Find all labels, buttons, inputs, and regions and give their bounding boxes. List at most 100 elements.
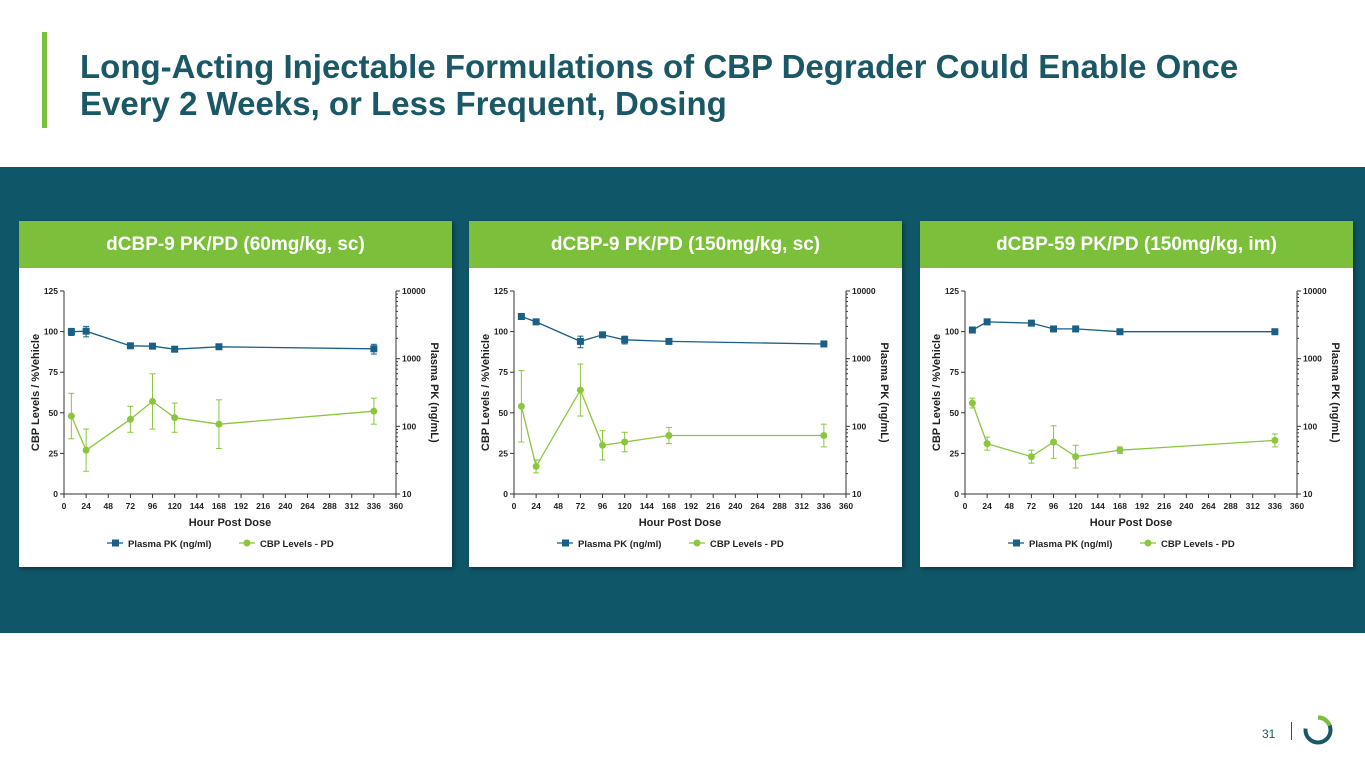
y2-tick-label: 1000	[852, 354, 871, 364]
y-tick-label: 100	[44, 327, 58, 337]
y2-tick-label: 100	[402, 421, 416, 431]
pk-point	[820, 340, 828, 348]
x-tick-label: 96	[1049, 501, 1059, 511]
legend-pd-marker	[243, 539, 251, 547]
x-tick-label: 96	[598, 501, 608, 511]
pd-series	[517, 363, 828, 474]
x-tick-label: 336	[817, 501, 831, 511]
legend-pk-marker	[112, 539, 119, 547]
pd-point	[1116, 446, 1124, 454]
x-tick-label: 192	[1135, 501, 1149, 511]
x-tick-label: 24	[531, 501, 541, 511]
pk-point	[576, 337, 584, 345]
pk-point	[82, 327, 90, 335]
pk-point	[532, 318, 540, 326]
legend-pd-marker	[693, 539, 701, 547]
pd-point	[126, 415, 134, 423]
x-tick-label: 312	[345, 501, 359, 511]
pk-line	[521, 315, 824, 345]
y-tick-label: 125	[494, 286, 508, 296]
chart-panel-1: dCBP-9 PK/PD (60mg/kg, sc) 0 24 48 72 96 120 1…	[19, 221, 452, 567]
x-tick-label: 360	[839, 501, 853, 511]
pd-series	[67, 373, 378, 472]
pk-series	[517, 312, 828, 349]
y-axis-label: CBP Levels / %Vehicle	[931, 334, 943, 451]
pk-point	[968, 326, 976, 334]
x-tick-label: 168	[1113, 501, 1127, 511]
slide-title: Long-Acting Injectable Formulations of C…	[80, 48, 1239, 122]
legend: Plasma PK (ng/ml) CBP Levels - PD	[1008, 539, 1235, 550]
y-tick-label: 25	[499, 448, 509, 458]
pk-point	[599, 331, 607, 339]
pd-point	[1072, 453, 1080, 461]
x-tick-label: 288	[773, 501, 787, 511]
pk-point	[1027, 319, 1035, 327]
pd-point	[67, 412, 75, 420]
y2-tick-label: 10000	[1303, 286, 1327, 296]
legend-pd-label: CBP Levels - PD	[710, 539, 784, 550]
x-tick-label: 144	[1091, 501, 1105, 511]
x-tick-label: 312	[1246, 501, 1260, 511]
chart-panel-2: dCBP-9 PK/PD (150mg/kg, sc) 0 24 48 72 96 120…	[469, 221, 902, 567]
x-tick-label: 144	[640, 501, 654, 511]
pk-point	[1072, 325, 1080, 333]
pd-line	[70, 400, 374, 452]
x-tick-label: 72	[576, 501, 586, 511]
x-tick-label: 48	[1005, 501, 1015, 511]
chart-plot: 0 24 48 72 96 120 144 168 192 216 240 264 288 312 336 3…	[30, 286, 440, 550]
x-tick-label: 312	[795, 501, 809, 511]
y2-tick-label: 100	[1303, 421, 1317, 431]
pd-line	[520, 388, 824, 469]
pd-point	[599, 441, 607, 449]
y-tick-label: 75	[49, 367, 59, 377]
pd-point	[215, 420, 223, 428]
x-tick-label: 0	[963, 501, 968, 511]
x-tick-label: 120	[1069, 501, 1083, 511]
footer-divider	[1291, 722, 1292, 740]
x-tick-label: 0	[512, 501, 517, 511]
y-tick-label: 125	[44, 286, 58, 296]
chart-title: dCBP-9 PK/PD (150mg/kg, sc)	[469, 221, 902, 268]
y2-tick-label: 100	[852, 421, 866, 431]
chart-panel-3: dCBP-59 PK/PD (150mg/kg, im) 0 24 48 72 96 12…	[920, 221, 1353, 567]
chart-axes: 0 24 48 72 96 120 144 168 192 216 240 264 288 312 336 3…	[30, 286, 440, 529]
pk-line	[71, 330, 374, 350]
x-tick-label: 0	[62, 501, 67, 511]
x-tick-label: 216	[256, 501, 270, 511]
x-tick-label: 336	[1268, 501, 1282, 511]
pd-point	[576, 386, 584, 394]
pk-series	[968, 318, 1279, 336]
pd-line	[971, 402, 1275, 458]
y2-tick-label: 10	[852, 489, 862, 499]
legend-pk-marker	[1013, 539, 1020, 547]
y2-tick-label: 10000	[852, 286, 876, 296]
pd-point	[82, 446, 90, 454]
x-tick-label: 360	[389, 501, 403, 511]
y-tick-label: 75	[499, 367, 509, 377]
x-tick-label: 360	[1290, 501, 1304, 511]
pd-point	[171, 414, 179, 422]
pk-point	[621, 336, 629, 344]
y2-tick-label: 1000	[402, 354, 421, 364]
pd-point	[820, 432, 828, 440]
x-tick-label: 264	[1201, 501, 1215, 511]
chart-plot: 0 24 48 72 96 120 144 168 192 216 240 264 288 312 336 3…	[480, 286, 890, 550]
legend-pk-label: Plasma PK (ng/ml)	[578, 539, 661, 550]
y-axis-label: CBP Levels / %Vehicle	[480, 334, 492, 451]
x-tick-label: 24	[81, 501, 91, 511]
chart-axes: 0 24 48 72 96 120 144 168 192 216 240 264 288 312 336 3…	[480, 286, 890, 529]
y-tick-label: 125	[945, 286, 959, 296]
pk-point	[215, 343, 223, 351]
x-axis-label: Hour Post Dose	[1090, 517, 1173, 529]
x-tick-label: 192	[684, 501, 698, 511]
pd-point	[621, 438, 629, 446]
y-axis-label: CBP Levels / %Vehicle	[30, 334, 42, 451]
x-tick-label: 240	[728, 501, 742, 511]
pk-point	[67, 328, 75, 336]
pd-point	[1050, 438, 1058, 446]
x-tick-label: 72	[126, 501, 136, 511]
x-tick-label: 72	[1027, 501, 1037, 511]
pk-point	[1050, 325, 1058, 333]
company-logo-icon	[1303, 715, 1333, 745]
pd-point	[149, 397, 157, 405]
